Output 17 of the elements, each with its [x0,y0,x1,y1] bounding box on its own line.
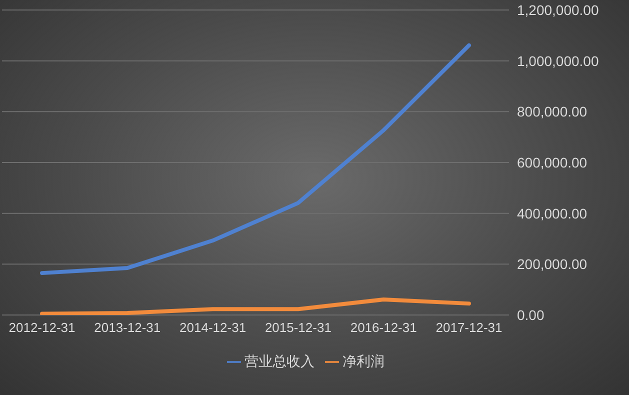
y-tick-label: 400,000.00 [517,205,588,222]
line-series [40,297,471,315]
legend-label: 净利润 [342,354,384,370]
x-tick-label: 2013-12-31 [94,320,161,336]
y-tick-label: 600,000.00 [517,154,588,170]
y-tick-label: 0.00 [517,306,544,323]
y-tick-label: 1,200,000.00 [517,2,599,18]
x-tick-label: 2017-12-31 [436,320,502,336]
x-tick-label: 2016-12-31 [350,320,417,336]
y-tick-label: 800,000.00 [517,104,588,120]
x-tick-label: 2015-12-31 [264,320,332,336]
x-tick-label: 2012-12-31 [8,320,76,336]
legend-label: 营业总收入 [244,354,314,370]
y-tick-label: 200,000.00 [517,256,588,272]
x-tick-label: 2014-12-31 [180,320,246,336]
y-tick-label: 1,000,000.00 [517,52,599,69]
line-series [40,43,471,276]
